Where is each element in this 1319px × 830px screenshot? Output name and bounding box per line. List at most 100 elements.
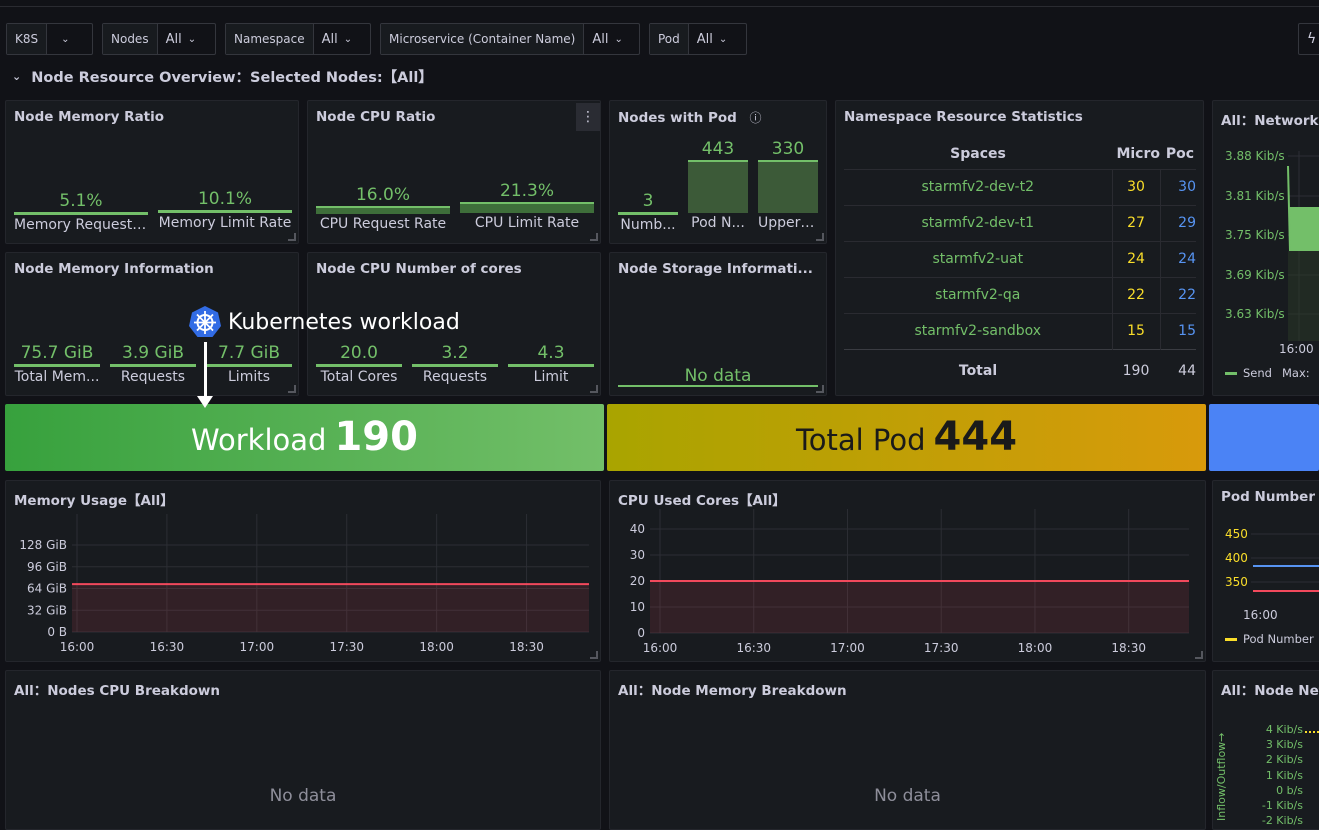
x-tick-label: 18:00	[1018, 641, 1053, 655]
resize-handle[interactable]	[590, 385, 598, 393]
stat-name: Memory Request ...	[14, 217, 148, 233]
var-nodes[interactable]: Nodes All ⌄	[102, 23, 216, 55]
legend-label: Send	[1243, 366, 1272, 380]
x-tick-label: 16:00	[60, 640, 95, 654]
var-k8s[interactable]: K8S ⌄	[6, 23, 93, 55]
stat-memory-limit: 10.1% Memory Limit Rate	[158, 189, 292, 231]
y-tick: 3.88 Kib/s	[1225, 149, 1285, 163]
resize-handle[interactable]	[288, 385, 296, 393]
panel-cpu-used-cores[interactable]: CPU Used Cores【All】 40 30 20 10 0 16:00 16:30 1…	[609, 480, 1206, 662]
cell-pod: 30	[1159, 168, 1196, 205]
table-row: starmfv2-dev-t1 27 29	[844, 204, 1196, 241]
stat-pod-number: 443 Pod N...	[688, 139, 748, 231]
panel-node-storage-information[interactable]: Node Storage Informati... No data	[609, 252, 827, 396]
var-microservice[interactable]: Microservice (Container Name) All ⌄	[380, 23, 640, 55]
panel-title: Node Memory Ratio	[14, 109, 165, 125]
panel-node-cpu-cores[interactable]: Node CPU Number of cores 20.0 Total Core…	[307, 252, 601, 396]
legend[interactable]: Pod Number	[1225, 632, 1314, 646]
resize-handle[interactable]	[816, 385, 824, 393]
resize-handle[interactable]	[816, 233, 824, 241]
panel-network[interactable]: All：Network G 3.88 Kib/s 3.81 Kib/s 3.75…	[1212, 100, 1319, 396]
chevron-down-icon: ⌄	[61, 33, 70, 45]
stat-name: CPU Limit Rate	[474, 215, 580, 231]
legend-max: Max:	[1281, 366, 1310, 380]
cell-total-label: Total	[844, 348, 1112, 393]
x-tick-label: 18:30	[509, 640, 544, 654]
var-pod-select[interactable]: All ⌄	[689, 24, 736, 54]
legend-label: Pod Number	[1243, 632, 1314, 646]
panel-menu-icon[interactable]: ⋮	[576, 103, 600, 131]
y-tick-label: 32 GiB	[27, 603, 67, 617]
var-pod[interactable]: Pod All ⌄	[649, 23, 747, 55]
panel-nodes-cpu-breakdown[interactable]: All：Nodes CPU Breakdown No data	[5, 670, 601, 830]
top-divider	[0, 6, 1319, 7]
resize-handle[interactable]	[590, 233, 598, 241]
y-ticks: 4 Kib/s 3 Kib/s 2 Kib/s 1 Kib/s 0 b/s -1…	[1262, 722, 1303, 828]
resize-handle[interactable]	[590, 651, 598, 659]
panel-total-pod[interactable]: Total Pod 444	[607, 404, 1206, 471]
resize-handle[interactable]	[1195, 651, 1203, 659]
bolt-icon[interactable]: ϟ	[1298, 23, 1319, 55]
y-tick: 350	[1225, 575, 1248, 589]
chevron-down-icon[interactable]: ⌄	[12, 70, 22, 83]
stat-name: Total Mem...	[14, 369, 100, 385]
panel-title: All：Node Net	[1221, 683, 1319, 699]
annotation-arrowhead	[197, 396, 213, 408]
panel-title: All：Network G	[1221, 113, 1319, 129]
panel-nodes-with-pod[interactable]: Nodes with Pod ⓘ 3 Numb... 443 Pod N... …	[609, 100, 827, 244]
table-footer-row: Total 190 44	[844, 348, 1196, 393]
panel-node-memory-ratio[interactable]: Node Memory Ratio 5.1% Memory Request ..…	[5, 100, 299, 244]
var-k8s-select[interactable]: ⌄	[47, 24, 77, 54]
x-tick-label: 17:30	[329, 640, 364, 654]
cell-pod: 15	[1159, 312, 1196, 349]
series-line	[1305, 731, 1319, 733]
info-icon[interactable]: ⓘ	[749, 111, 762, 125]
panel-node-net[interactable]: All：Node Net Inflow/Outflow→ 4 Kib/s 3 K…	[1212, 670, 1319, 830]
cell-pod: 29	[1159, 204, 1196, 241]
table-row: starmfv2-uat 24 24	[844, 240, 1196, 277]
column-header-pod[interactable]: Poc	[1165, 145, 1194, 162]
series-send-fill	[1288, 251, 1319, 341]
total-pod-value: 444	[933, 414, 1018, 460]
panel-title: Namespace Resource Statistics	[844, 109, 1083, 125]
var-namespace-label: Namespace	[226, 24, 314, 54]
cell-space: starmfv2-uat	[844, 240, 1112, 277]
resize-handle[interactable]	[288, 233, 296, 241]
total-pod-label: Total Pod	[795, 423, 926, 457]
total-pod-stat: Total Pod 444	[607, 414, 1206, 460]
row-header[interactable]: ⌄ Node Resource Overview：Selected Nodes:…	[12, 66, 433, 87]
panel-pod-number[interactable]: Pod Number a 450 400 350 16:00 Pod Numbe…	[1212, 480, 1319, 662]
stat-memory-limits: 7.7 GiB Limits	[206, 343, 292, 385]
panel-title-text: Nodes with Pod	[618, 110, 737, 126]
panel-blue-stat[interactable]	[1209, 404, 1319, 471]
panel-memory-usage[interactable]: Memory Usage【All】 128 GiB 96 GiB 64 GiB 32 …	[5, 480, 601, 662]
y-tick-label: 96 GiB	[27, 560, 67, 574]
cell-total-pod: 44	[1160, 348, 1196, 393]
panel-workload[interactable]: Workload 190	[5, 404, 604, 471]
workload-value: 190	[334, 414, 418, 460]
cell-micro: 22	[1111, 276, 1160, 313]
column-header-micro[interactable]: Micro	[1116, 145, 1160, 162]
panel-title: Nodes with Pod ⓘ	[618, 109, 762, 126]
column-header-spaces[interactable]: Spaces	[950, 145, 1006, 162]
workload-label: Workload	[191, 423, 327, 457]
y-tick: 4 Kib/s	[1265, 723, 1303, 736]
legend[interactable]: Send Max:	[1225, 366, 1310, 380]
panel-node-cpu-ratio[interactable]: Node CPU Ratio ⋮ 16.0% CPU Request Rate …	[307, 100, 601, 244]
var-nodes-select[interactable]: All ⌄	[158, 24, 205, 54]
y-tick: 3.75 Kib/s	[1225, 228, 1285, 242]
panel-namespace-resource-statistics[interactable]: Namespace Resource Statistics Spaces Mic…	[835, 100, 1204, 396]
var-namespace-select[interactable]: All ⌄	[314, 24, 361, 54]
var-microservice-select[interactable]: All ⌄	[584, 24, 631, 54]
panel-node-memory-information[interactable]: Node Memory Information 75.7 GiB Total M…	[5, 252, 299, 396]
var-namespace[interactable]: Namespace All ⌄	[225, 23, 371, 55]
stat-value: 3.2	[441, 343, 469, 363]
stat-bar	[158, 210, 292, 213]
panel-node-memory-breakdown[interactable]: All：Node Memory Breakdown No data	[609, 670, 1206, 830]
stat-name: CPU Request Rate	[319, 216, 447, 232]
series-send-area	[1289, 207, 1319, 251]
var-namespace-value: All	[321, 31, 338, 47]
stat-value: 7.7 GiB	[218, 343, 280, 363]
cell-space: starmfv2-qa	[844, 276, 1112, 313]
stat-memory-requests: 3.9 GiB Requests	[110, 343, 196, 385]
